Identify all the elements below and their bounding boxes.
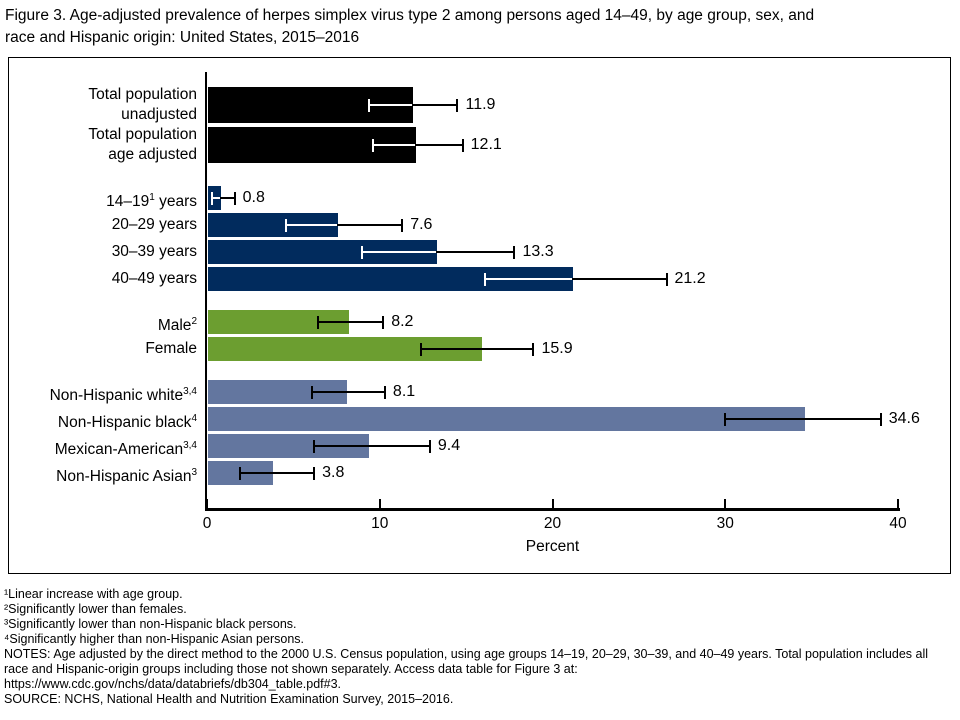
footnote-line: ²Significantly lower than females. — [4, 602, 187, 616]
error-bar-inner — [362, 251, 436, 253]
footnotes-block: ¹Linear increase with age group. ²Signifi… — [4, 587, 954, 707]
category-label: Male2 — [157, 316, 197, 335]
value-label: 11.9 — [465, 96, 496, 113]
error-bar-cap-low — [313, 439, 316, 453]
error-bar-cap-low — [361, 245, 364, 259]
error-bar-cap-low — [285, 218, 288, 232]
category-label: 14–191 years — [106, 192, 197, 211]
category-label: 40–49 years — [111, 270, 197, 287]
category-label: Total population unadjusted — [88, 86, 197, 123]
value-label: 8.1 — [392, 383, 416, 400]
category-label: 20–29 years — [111, 216, 197, 233]
value-label: 13.3 — [522, 243, 554, 260]
error-bar-cap-high — [665, 272, 668, 286]
error-bar — [369, 104, 458, 106]
error-bar-cap-low — [311, 385, 314, 399]
x-tick-label: 10 — [371, 515, 389, 532]
error-bar — [314, 445, 430, 447]
x-tick — [897, 499, 899, 508]
footnote-line: ¹Linear increase with age group. — [4, 587, 183, 601]
error-bar-cap-low — [371, 138, 374, 152]
category-label: Non-Hispanic black4 — [57, 413, 197, 432]
value-label: 7.6 — [410, 216, 433, 233]
footnote-line: SOURCE: NCHS, National Health and Nutrit… — [4, 692, 454, 706]
error-bar-inner — [212, 197, 220, 199]
error-bar — [725, 418, 881, 420]
footnote-line: ⁴Significantly higher than non-Hispanic … — [4, 632, 304, 646]
figure-title: Figure 3. Age-adjusted prevalence of her… — [5, 7, 815, 46]
x-tick — [206, 499, 208, 508]
error-bar-cap-high — [313, 466, 316, 480]
error-bar-cap-high — [383, 385, 386, 399]
value-label: 15.9 — [541, 340, 573, 357]
error-bar-cap-high — [233, 191, 236, 205]
x-tick — [378, 499, 381, 508]
error-bar-cap-low — [238, 466, 241, 480]
x-axis-title: Percent — [525, 538, 580, 555]
error-bar — [312, 391, 385, 393]
category-label: Non-Hispanic white3,4 — [49, 386, 197, 405]
error-bar-cap-high — [461, 138, 464, 152]
category-label: Mexican-American3,4 — [54, 440, 197, 459]
error-bar — [362, 251, 515, 253]
value-label: 9.4 — [437, 437, 461, 454]
x-axis-line — [205, 508, 900, 511]
bar — [208, 407, 805, 431]
error-bar — [286, 224, 403, 226]
x-tick-label: 20 — [543, 515, 562, 532]
x-tick-label: 0 — [202, 515, 212, 532]
error-bar — [372, 144, 463, 146]
error-bar-inner — [485, 278, 573, 280]
footnote-line: ³Significantly lower than non-Hispanic b… — [4, 617, 297, 631]
value-label: 8.2 — [391, 313, 414, 330]
x-tick — [724, 499, 727, 508]
footnote-line: NOTES: Age adjusted by the direct method… — [4, 647, 929, 691]
error-bar-cap-high — [382, 315, 385, 329]
value-label: 34.6 — [888, 410, 920, 427]
error-bar-cap-high — [513, 245, 516, 259]
category-label: Female — [145, 340, 197, 357]
error-bar — [212, 197, 235, 199]
error-bar-cap-high — [532, 342, 535, 356]
error-bar-inner — [372, 144, 416, 146]
x-tick-label: 40 — [889, 515, 907, 532]
error-bar — [485, 278, 667, 280]
error-bar-cap-high — [456, 98, 459, 112]
error-bar-cap-low — [724, 412, 727, 426]
error-bar-cap-low — [211, 191, 214, 205]
error-bar-cap-high — [879, 412, 882, 426]
error-bar-cap-low — [484, 272, 487, 286]
category-label: Total population age adjusted — [88, 126, 197, 163]
error-bar-cap-high — [401, 218, 404, 232]
error-bar-cap-low — [316, 315, 319, 329]
category-label: 30–39 years — [111, 243, 197, 260]
x-tick-label: 30 — [716, 515, 734, 532]
x-tick — [551, 499, 554, 508]
value-label: 3.8 — [322, 464, 345, 481]
error-bar — [239, 472, 315, 474]
value-label: 0.8 — [242, 189, 265, 206]
error-bar-inner — [286, 224, 338, 226]
error-bar-cap-high — [428, 439, 431, 453]
error-bar-cap-low — [420, 342, 423, 356]
error-bar-cap-low — [368, 98, 371, 112]
y-axis-line — [205, 72, 207, 511]
error-bar — [421, 348, 534, 350]
error-bar-inner — [369, 104, 412, 106]
error-bar — [317, 321, 384, 323]
value-label: 21.2 — [674, 270, 706, 287]
category-label: Non-Hispanic Asian3 — [56, 467, 197, 486]
value-label: 12.1 — [470, 136, 502, 153]
chart-frame — [8, 57, 951, 574]
